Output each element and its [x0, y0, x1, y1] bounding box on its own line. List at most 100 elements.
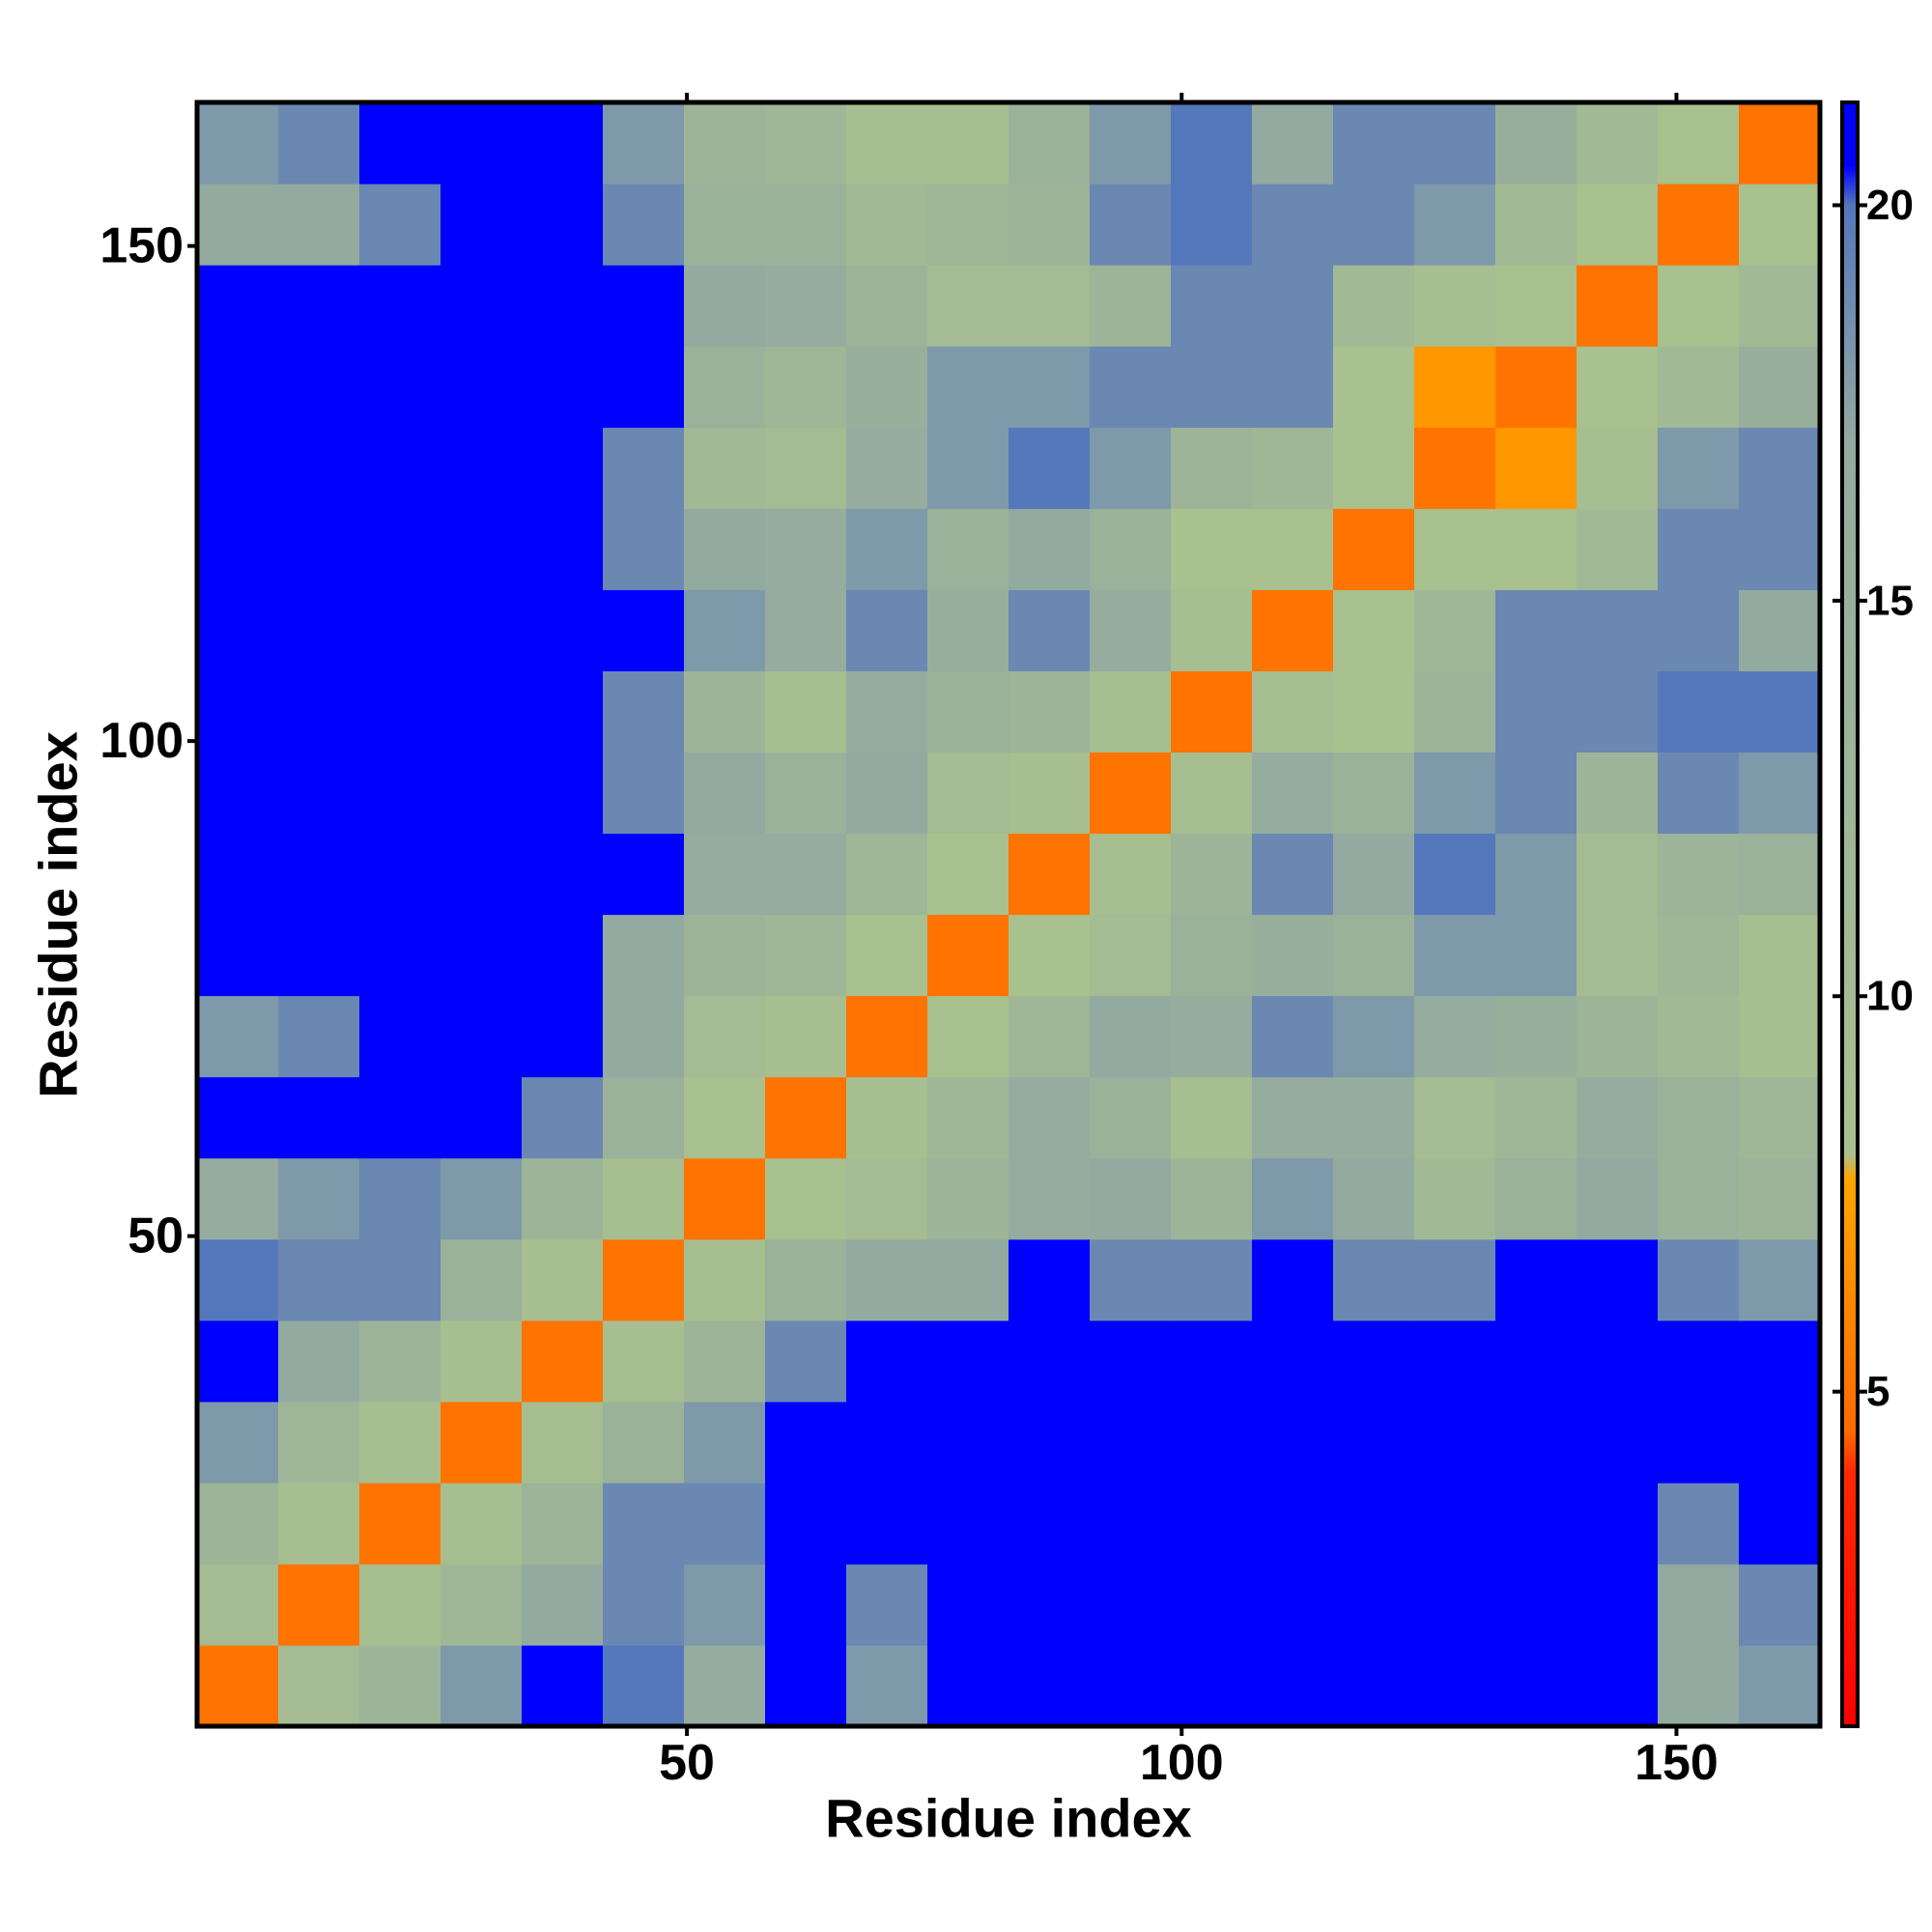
heatmap-cell [765, 102, 847, 185]
heatmap-cell [1495, 1238, 1577, 1321]
heatmap-cell [1171, 1644, 1253, 1727]
heatmap-cell [846, 833, 928, 916]
heatmap-cell [1739, 833, 1821, 916]
heatmap-cell [1577, 184, 1659, 266]
heatmap-cell [684, 184, 766, 266]
heatmap-cell [1577, 995, 1659, 1078]
heatmap-cell [684, 1401, 766, 1484]
heatmap-cell [197, 346, 279, 428]
heatmap-cell [440, 670, 523, 753]
heatmap-cell [1577, 1320, 1659, 1403]
heatmap-cell [1090, 670, 1172, 753]
heatmap-cell [765, 508, 847, 590]
heatmap-cell [1333, 1644, 1415, 1727]
heatmap-cell [927, 914, 1009, 997]
heatmap-cell [440, 346, 523, 428]
heatmap-cell [1009, 1320, 1091, 1403]
heatmap-cell [1333, 102, 1415, 185]
heatmap-cell [522, 1238, 604, 1321]
heatmap-cell [1009, 995, 1091, 1078]
heatmap-cell [1252, 1157, 1334, 1240]
heatmap-cell [1414, 914, 1496, 997]
heatmap-cell [278, 1238, 360, 1321]
heatmap-cell [846, 346, 928, 428]
heatmap-cell [1171, 995, 1253, 1078]
heatmap-cell [1252, 752, 1334, 835]
heatmap-cell [1577, 589, 1659, 671]
heatmap-cell [603, 1238, 685, 1321]
heatmap-cell [1414, 1644, 1496, 1727]
x-tick-label: 100 [1140, 1735, 1224, 1791]
heatmap-cell [522, 1644, 604, 1727]
heatmap-cell [522, 752, 604, 835]
heatmap-cell [1414, 1238, 1496, 1321]
heatmap-cell [1171, 508, 1253, 590]
heatmap-cell [765, 1482, 847, 1565]
heatmap-cell [603, 1563, 685, 1646]
heatmap-cell [1171, 184, 1253, 266]
heatmap-cell [846, 752, 928, 835]
heatmap-cell [522, 508, 604, 590]
heatmap-cell [1658, 589, 1740, 671]
heatmap-cell [1171, 1238, 1253, 1321]
heatmap-cell [846, 1563, 928, 1646]
heatmap-cell [278, 265, 360, 347]
heatmap-cell [684, 102, 766, 185]
heatmap-cell [765, 670, 847, 753]
heatmap-cell [1090, 833, 1172, 916]
heatmap-cell [522, 589, 604, 671]
heatmap-cell [1090, 995, 1172, 1078]
heatmap-cell [846, 1644, 928, 1727]
heatmap-cell [359, 833, 441, 916]
heatmap-cell [927, 1401, 1009, 1484]
heatmap-cell [1252, 1563, 1334, 1646]
heatmap-cell [1090, 1320, 1172, 1403]
heatmap-cell [603, 1076, 685, 1159]
heatmap-cell [603, 1482, 685, 1565]
heatmap-cell [846, 914, 928, 997]
heatmap-cell [1658, 1238, 1740, 1321]
heatmap-cell [1333, 995, 1415, 1078]
heatmap-cell [1739, 1563, 1821, 1646]
heatmap-cell [197, 1563, 279, 1646]
heatmap-cell [1009, 346, 1091, 428]
heatmap-cell [1252, 1076, 1334, 1159]
heatmap-cell [278, 102, 360, 185]
heatmap-cell [1414, 1401, 1496, 1484]
heatmap-cell [765, 1238, 847, 1321]
heatmap-cell [1658, 1644, 1740, 1727]
heatmap-cell [684, 1157, 766, 1240]
heatmap-cell [278, 1644, 360, 1727]
heatmap-cell [522, 1482, 604, 1565]
heatmap-cell [197, 1401, 279, 1484]
heatmap-cell [1090, 102, 1172, 185]
heatmap-cell [1009, 752, 1091, 835]
heatmap-cell [765, 427, 847, 509]
heatmap-cell [1658, 265, 1740, 347]
heatmap-cell [1658, 427, 1740, 509]
heatmap-cell [1090, 1644, 1172, 1727]
heatmap-cell [603, 1320, 685, 1403]
heatmap-cell [684, 1320, 766, 1403]
heatmap-cell [278, 1320, 360, 1403]
heatmap-cell [1495, 1157, 1577, 1240]
heatmap-cell [440, 184, 523, 266]
heatmap-cell [927, 184, 1009, 266]
heatmap-cell [1495, 427, 1577, 509]
x-tick-label: 150 [1634, 1735, 1719, 1791]
heatmap-cell [684, 508, 766, 590]
heatmap-cell [1577, 102, 1659, 185]
heatmap-cell [197, 670, 279, 753]
heatmap-cell [359, 670, 441, 753]
heatmap-cell [1577, 1401, 1659, 1484]
heatmap-cell [359, 1644, 441, 1727]
heatmap-cell [440, 265, 523, 347]
heatmap-cell [1252, 427, 1334, 509]
heatmap-cell [440, 1157, 523, 1240]
heatmap-cell [684, 833, 766, 916]
heatmap-cell [1739, 427, 1821, 509]
heatmap-cell [440, 752, 523, 835]
heatmap-cell [1658, 1157, 1740, 1240]
heatmap-cell [1009, 1644, 1091, 1727]
colorbar-tick-label: 20 [1866, 182, 1914, 229]
